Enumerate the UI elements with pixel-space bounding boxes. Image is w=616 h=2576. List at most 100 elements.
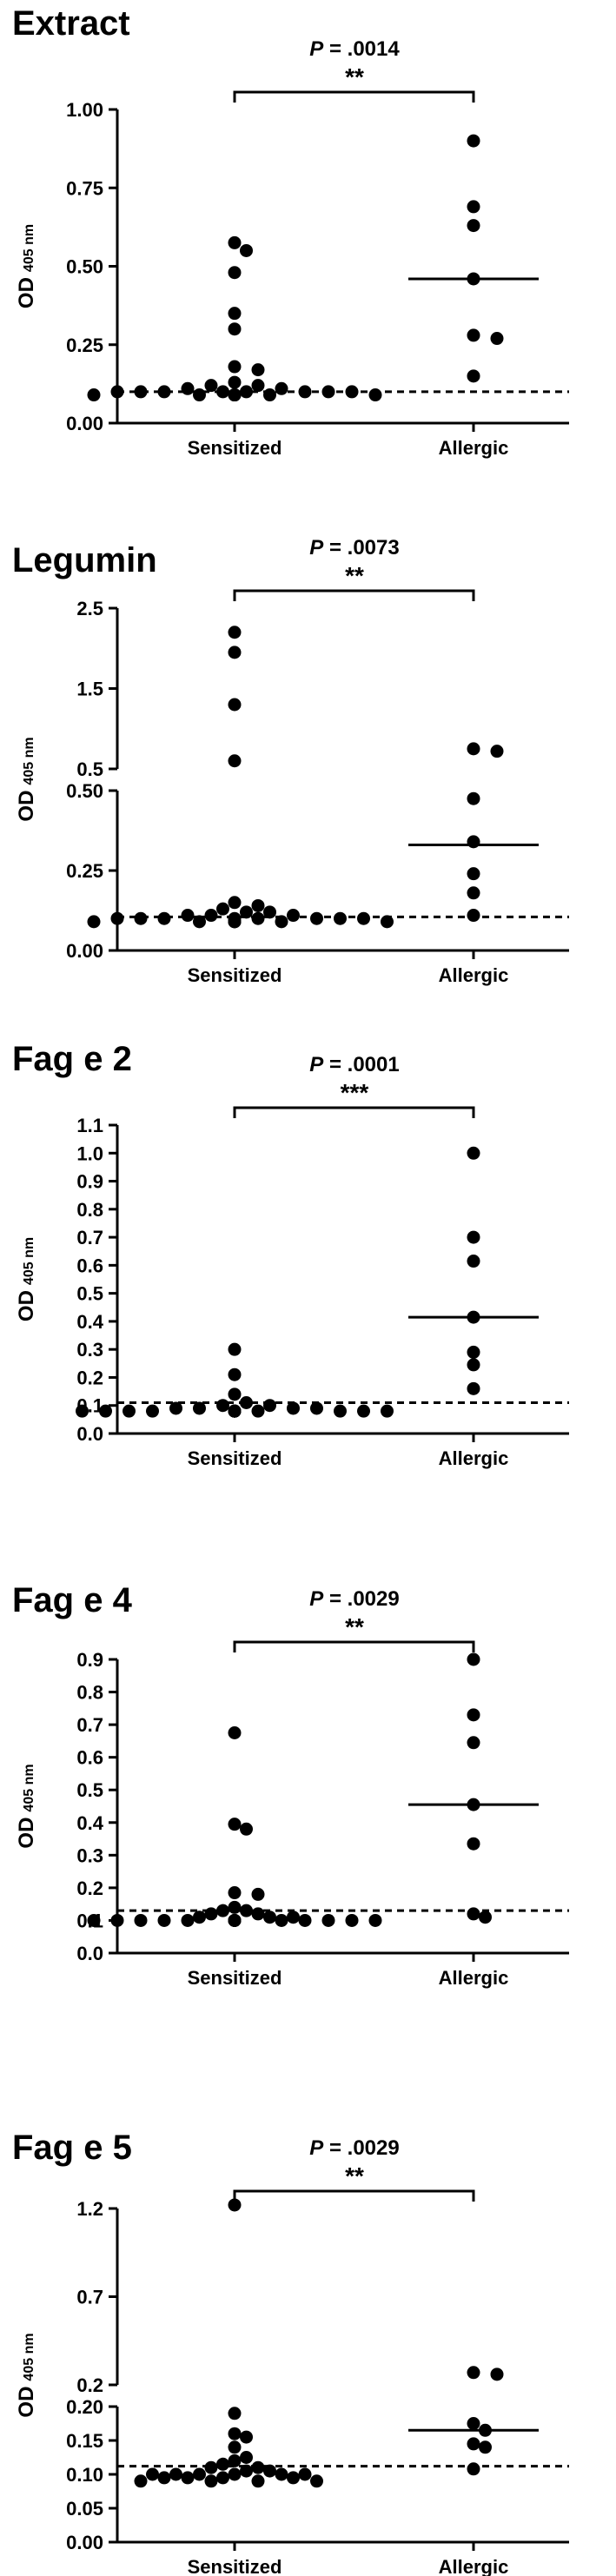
data-point-sensitized bbox=[204, 2474, 218, 2488]
data-point-allergic bbox=[467, 1907, 480, 1921]
data-point-sensitized bbox=[368, 388, 382, 402]
data-point-sensitized bbox=[251, 911, 265, 925]
significance-bracket bbox=[233, 1106, 475, 1118]
data-point-allergic bbox=[467, 1255, 480, 1268]
data-point-allergic bbox=[467, 1652, 480, 1666]
data-point-sensitized bbox=[110, 385, 124, 399]
data-point-allergic bbox=[467, 2437, 480, 2451]
data-point-allergic bbox=[479, 1910, 492, 1924]
data-point-allergic bbox=[467, 2417, 480, 2430]
data-point-sensitized bbox=[228, 1404, 242, 1418]
data-point-sensitized bbox=[251, 1907, 265, 1921]
y-axis-label: OD 405 nm bbox=[15, 1764, 38, 1848]
data-point-sensitized bbox=[228, 307, 242, 321]
y-tick-label: 0.7 bbox=[76, 1714, 103, 1736]
data-point-sensitized bbox=[287, 1401, 300, 1415]
y-tick-label: 0.5 bbox=[76, 758, 103, 780]
data-point-sensitized bbox=[157, 911, 171, 925]
p-value-label: P = .0014 bbox=[309, 37, 400, 61]
data-point-sensitized bbox=[216, 902, 229, 916]
data-point-sensitized bbox=[181, 909, 195, 923]
data-point-sensitized bbox=[146, 2467, 159, 2481]
x-category-label: Sensitized bbox=[188, 1967, 282, 1989]
significance-stars: ** bbox=[345, 63, 364, 90]
data-point-allergic bbox=[490, 745, 504, 758]
data-point-sensitized bbox=[321, 385, 335, 399]
data-point-sensitized bbox=[228, 2440, 242, 2454]
significance-stars: ** bbox=[345, 562, 364, 589]
data-point-sensitized bbox=[228, 388, 242, 402]
data-point-sensitized bbox=[228, 322, 242, 336]
data-point-allergic bbox=[467, 1736, 480, 1750]
y-tick-label: 0.7 bbox=[76, 1227, 103, 1248]
data-point-sensitized bbox=[181, 381, 195, 395]
data-point-sensitized bbox=[216, 385, 229, 399]
p-value-symbol: P bbox=[309, 1587, 324, 1611]
data-point-sensitized bbox=[298, 385, 312, 399]
y-tick-label: 0.6 bbox=[76, 1747, 103, 1769]
data-point-sensitized bbox=[275, 2467, 288, 2481]
y-axis-label: OD 405 nm bbox=[15, 1237, 38, 1321]
data-point-sensitized bbox=[87, 1913, 101, 1927]
data-point-sensitized bbox=[228, 626, 242, 639]
data-point-allergic bbox=[467, 1345, 480, 1359]
data-point-sensitized bbox=[381, 1404, 394, 1418]
data-point-sensitized bbox=[357, 911, 370, 925]
significance-stars: *** bbox=[341, 1079, 369, 1106]
data-point-sensitized bbox=[193, 915, 206, 929]
panel-title: Fag e 2 bbox=[12, 1040, 132, 1078]
p-value-symbol: P bbox=[309, 536, 324, 560]
data-point-sensitized bbox=[298, 1913, 312, 1927]
data-point-sensitized bbox=[263, 2464, 276, 2478]
y-tick-label: 0.3 bbox=[76, 1339, 103, 1361]
data-point-sensitized bbox=[110, 1913, 124, 1927]
data-point-sensitized bbox=[157, 2471, 171, 2485]
data-point-sensitized bbox=[251, 2474, 265, 2488]
y-tick-label: 0.7 bbox=[76, 2287, 103, 2308]
p-value-number: = .0029 bbox=[323, 2136, 399, 2160]
data-point-sensitized bbox=[334, 911, 347, 925]
data-point-sensitized bbox=[228, 1387, 242, 1401]
x-category-label: Allergic bbox=[439, 1447, 509, 1469]
data-point-sensitized bbox=[228, 1342, 242, 1356]
data-point-allergic bbox=[467, 200, 480, 214]
data-point-sensitized bbox=[216, 1399, 229, 1413]
data-point-sensitized bbox=[263, 1910, 276, 1924]
y-tick-label: 0.2 bbox=[76, 1877, 103, 1899]
y-tick-label: 0.75 bbox=[66, 177, 103, 199]
p-value-number: = .0001 bbox=[323, 1053, 399, 1076]
data-point-allergic bbox=[467, 219, 480, 233]
y-tick-label: 0.9 bbox=[76, 1171, 103, 1193]
p-value-symbol: P bbox=[309, 1053, 324, 1076]
data-point-allergic bbox=[467, 2366, 480, 2380]
y-tick-label: 0.0 bbox=[76, 1423, 103, 1445]
x-category-label: Sensitized bbox=[188, 2556, 282, 2576]
data-point-sensitized bbox=[251, 363, 265, 377]
data-point-sensitized bbox=[110, 911, 124, 925]
y-tick-label: 0.50 bbox=[66, 256, 103, 278]
y-tick-label: 1.1 bbox=[76, 1115, 103, 1136]
data-point-sensitized bbox=[193, 2467, 206, 2481]
data-point-sensitized bbox=[228, 1818, 242, 1831]
p-value-label: P = .0073 bbox=[309, 536, 399, 560]
p-value-symbol: P bbox=[309, 37, 324, 61]
data-point-sensitized bbox=[228, 754, 242, 768]
y-tick-label: 0.25 bbox=[66, 860, 103, 882]
data-point-allergic bbox=[467, 1230, 480, 1244]
y-tick-label: 0.5 bbox=[76, 1779, 103, 1801]
p-value-symbol: P bbox=[309, 2136, 324, 2160]
data-point-sensitized bbox=[228, 235, 242, 249]
data-point-allergic bbox=[490, 332, 504, 346]
data-point-allergic bbox=[467, 1837, 480, 1851]
data-point-allergic bbox=[467, 742, 480, 756]
y-axis-label-group: OD 405 nm bbox=[15, 2333, 38, 2417]
data-point-sensitized bbox=[321, 1913, 335, 1927]
data-point-allergic bbox=[467, 867, 480, 881]
y-axis-label-main: OD bbox=[15, 1818, 38, 1849]
y-tick-label: 0.05 bbox=[66, 2498, 103, 2520]
y-tick-label: 0.00 bbox=[66, 940, 103, 962]
data-point-sensitized bbox=[240, 2451, 253, 2464]
p-value-label: P = .0029 bbox=[309, 2136, 399, 2160]
data-point-sensitized bbox=[228, 1726, 242, 1739]
